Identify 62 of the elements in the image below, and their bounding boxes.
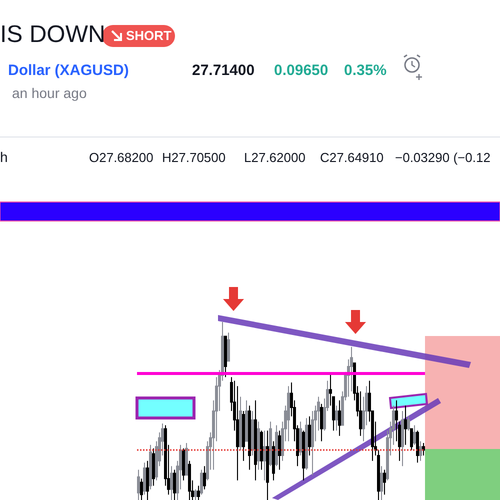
candlestick bbox=[308, 416, 311, 456]
candlestick bbox=[287, 386, 290, 442]
candlestick bbox=[416, 430, 419, 464]
text: h bbox=[0, 148, 8, 166]
candlestick bbox=[275, 424, 278, 467]
candlestick bbox=[152, 448, 155, 486]
text: C27.64910 bbox=[320, 149, 384, 167]
candlestick bbox=[200, 469, 203, 496]
candlestick bbox=[269, 421, 272, 467]
candlestick bbox=[335, 405, 338, 432]
text: 0.35% bbox=[344, 62, 387, 80]
candlestick bbox=[410, 428, 413, 451]
candlestick bbox=[299, 421, 302, 456]
text: 27.71400 bbox=[192, 62, 255, 80]
candlestick bbox=[248, 405, 251, 470]
candlestick bbox=[338, 400, 341, 436]
candlestick bbox=[422, 442, 425, 456]
candlestick bbox=[146, 460, 149, 500]
candlestick bbox=[251, 410, 254, 456]
candlestick bbox=[242, 410, 245, 462]
text: O27.68200 bbox=[89, 149, 154, 167]
candlestick bbox=[185, 442, 188, 476]
text: L27.62000 bbox=[244, 149, 306, 167]
candlestick bbox=[401, 410, 404, 467]
candlestick bbox=[224, 336, 227, 378]
chart-title: IS DOWN bbox=[0, 20, 106, 50]
text: Dollar (XAGUSD) bbox=[8, 62, 129, 80]
candlestick bbox=[197, 485, 200, 500]
candlestick bbox=[266, 430, 269, 500]
candlestick bbox=[320, 403, 323, 442]
candlestick bbox=[143, 462, 146, 496]
candlestick bbox=[188, 460, 191, 500]
text: 0.09650 bbox=[274, 62, 328, 80]
candlestick bbox=[380, 466, 383, 500]
candlestick bbox=[278, 430, 281, 470]
candlestick bbox=[254, 400, 257, 481]
candlestick bbox=[383, 469, 386, 496]
candlestick bbox=[194, 488, 197, 500]
text: −0.03290 (−0.12 bbox=[395, 149, 490, 167]
candlestick bbox=[302, 430, 305, 481]
candlestick bbox=[239, 396, 242, 451]
text: an hour ago bbox=[12, 84, 87, 102]
candlestick bbox=[257, 421, 260, 470]
candlestick bbox=[149, 444, 152, 490]
candlestick bbox=[419, 440, 422, 462]
candlestick bbox=[182, 448, 185, 481]
candlestick bbox=[203, 466, 206, 490]
candlestick bbox=[305, 418, 308, 470]
text: SHORT bbox=[126, 28, 172, 44]
candlestick bbox=[245, 400, 248, 442]
text: H27.70500 bbox=[162, 149, 226, 167]
candlestick bbox=[170, 466, 173, 500]
candlestick bbox=[173, 469, 176, 500]
candlestick bbox=[407, 416, 410, 432]
candlestick bbox=[263, 430, 266, 481]
candlestick bbox=[413, 424, 416, 446]
candlestick bbox=[272, 440, 275, 481]
candlestick bbox=[137, 469, 140, 500]
candlestick bbox=[404, 405, 407, 446]
candlestick bbox=[140, 478, 143, 500]
candlestick bbox=[227, 332, 230, 362]
candlestick bbox=[260, 430, 263, 470]
